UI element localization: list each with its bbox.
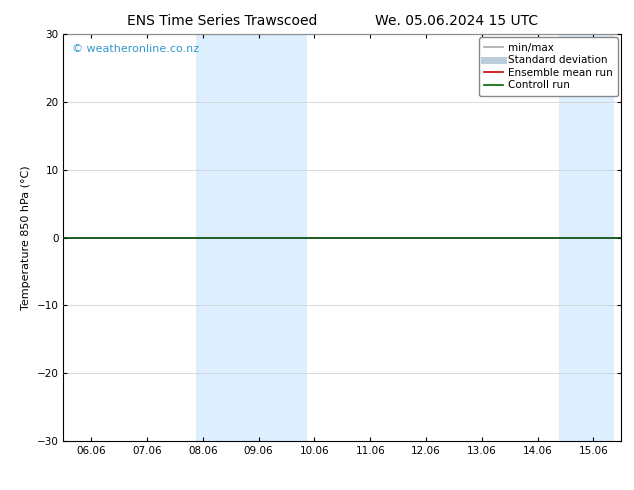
Legend: min/max, Standard deviation, Ensemble mean run, Controll run: min/max, Standard deviation, Ensemble me…	[479, 37, 618, 96]
Bar	[252, 34, 307, 441]
Bar	[586, 34, 614, 441]
Y-axis label: Temperature 850 hPa (°C): Temperature 850 hPa (°C)	[21, 165, 31, 310]
Bar	[559, 34, 586, 441]
Text: ENS Time Series Trawscoed: ENS Time Series Trawscoed	[127, 14, 317, 28]
Bar	[196, 34, 252, 441]
Text: © weatheronline.co.nz: © weatheronline.co.nz	[72, 45, 199, 54]
Text: We. 05.06.2024 15 UTC: We. 05.06.2024 15 UTC	[375, 14, 538, 28]
